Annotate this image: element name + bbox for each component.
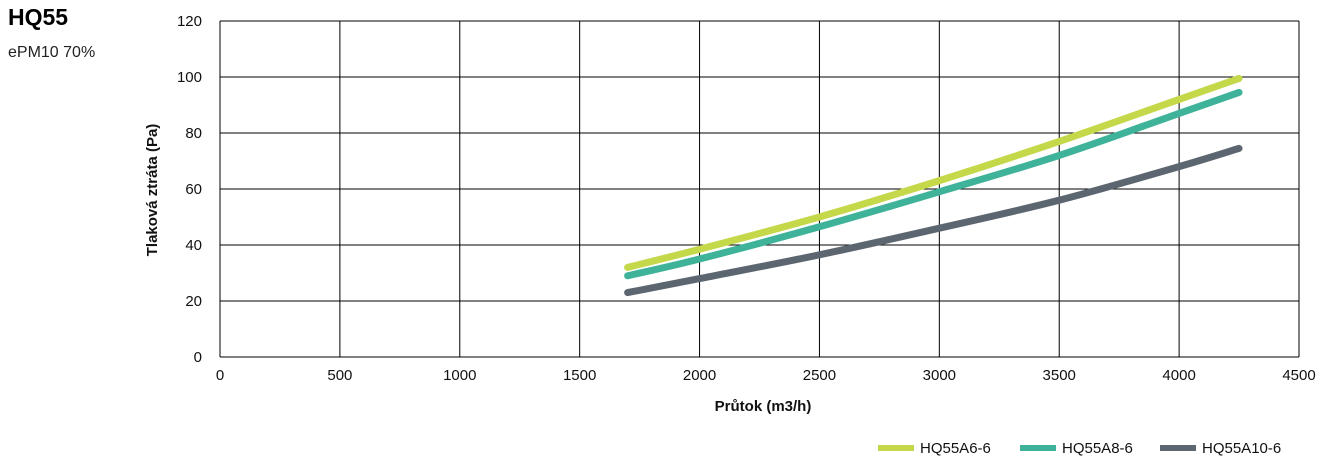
y-tick-label: 120 bbox=[177, 13, 202, 30]
chart-title: HQ55 bbox=[8, 4, 69, 30]
x-tick-label: 4000 bbox=[1162, 367, 1195, 384]
x-tick-label: 2000 bbox=[683, 367, 716, 384]
legend-label: HQ55A6-6 bbox=[920, 440, 991, 457]
series-line-hq55a6-6 bbox=[624, 74, 1243, 271]
x-axis-label: Průtok (m3/h) bbox=[715, 398, 812, 415]
y-tick-label: 60 bbox=[185, 181, 202, 198]
y-axis-label: Tlaková ztráta (Pa) bbox=[144, 124, 161, 257]
x-tick-label: 2500 bbox=[803, 367, 836, 384]
tick-labels: 0 500 1000 1500 2000 2500 3000 3500 4000 4500 0 20 4… bbox=[177, 13, 1316, 384]
series-line-hq55a10-6 bbox=[624, 144, 1243, 297]
x-tick-label: 3500 bbox=[1043, 367, 1076, 384]
legend-label: HQ55A10-6 bbox=[1202, 440, 1281, 457]
series-line-hq55a8-6 bbox=[624, 88, 1243, 280]
y-tick-label: 80 bbox=[185, 125, 202, 142]
y-tick-label: 40 bbox=[185, 237, 202, 254]
y-tick-label: 0 bbox=[194, 349, 202, 366]
x-tick-label: 1500 bbox=[563, 367, 596, 384]
legend-label: HQ55A8-6 bbox=[1062, 440, 1133, 457]
grid bbox=[219, 20, 1300, 358]
x-tick-label: 4500 bbox=[1282, 367, 1315, 384]
series-lines bbox=[624, 74, 1243, 297]
y-tick-label: 20 bbox=[185, 293, 202, 310]
y-tick-label: 100 bbox=[177, 69, 202, 86]
chart-subtitle: ePM10 70% bbox=[8, 44, 96, 61]
x-tick-label: 500 bbox=[327, 367, 352, 384]
x-tick-label: 3000 bbox=[923, 367, 956, 384]
legend: HQ55A6-6 HQ55A8-6 HQ55A10-6 bbox=[878, 440, 1281, 457]
x-tick-label: 0 bbox=[216, 367, 224, 384]
x-tick-label: 1000 bbox=[443, 367, 476, 384]
